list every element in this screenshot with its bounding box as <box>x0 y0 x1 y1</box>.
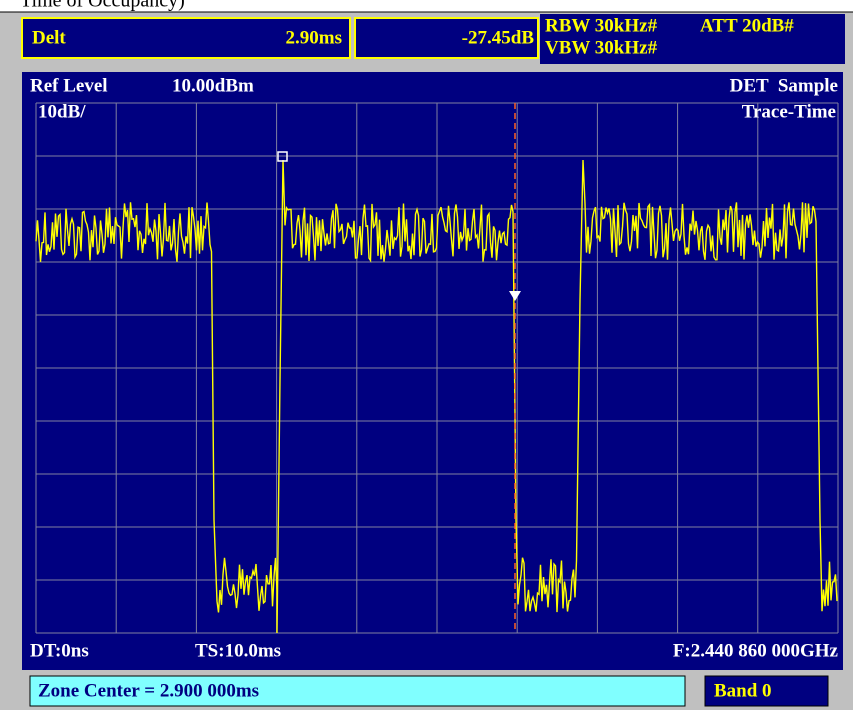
band-box <box>704 675 829 707</box>
ref-value: 10.00dBm <box>172 75 254 96</box>
freq: F:2.440 860 000GHz <box>673 640 839 661</box>
delta-time: 2.90ms <box>286 27 342 48</box>
ref-marker <box>277 151 288 162</box>
scale: 10dB/ <box>38 101 86 122</box>
ts: TS:10.0ms <box>195 640 281 661</box>
delta-box <box>21 17 351 59</box>
display <box>22 72 843 670</box>
att: ATT 20dB# <box>700 15 794 36</box>
dt: DT:0ns <box>30 640 89 661</box>
band: Band 0 <box>714 680 772 701</box>
trace <box>35 159 838 634</box>
zone-box <box>29 675 686 707</box>
vbw: VBW 30kHz# <box>545 37 658 58</box>
mode: Delt <box>32 27 66 48</box>
delta-level: -27.45dB <box>462 27 535 48</box>
trace-mode: Trace-Time <box>742 101 836 122</box>
delta-marker <box>509 291 521 301</box>
settings-box <box>540 14 845 64</box>
grid <box>35 102 839 634</box>
level-box <box>354 17 539 59</box>
detector: DET Sample <box>730 75 838 96</box>
zone: Zone Center = 2.900 000ms <box>38 680 259 701</box>
ref-label: Ref Level <box>30 75 108 96</box>
rbw: RBW 30kHz# <box>545 15 658 36</box>
caption: Time of Occupancy) <box>20 0 185 12</box>
